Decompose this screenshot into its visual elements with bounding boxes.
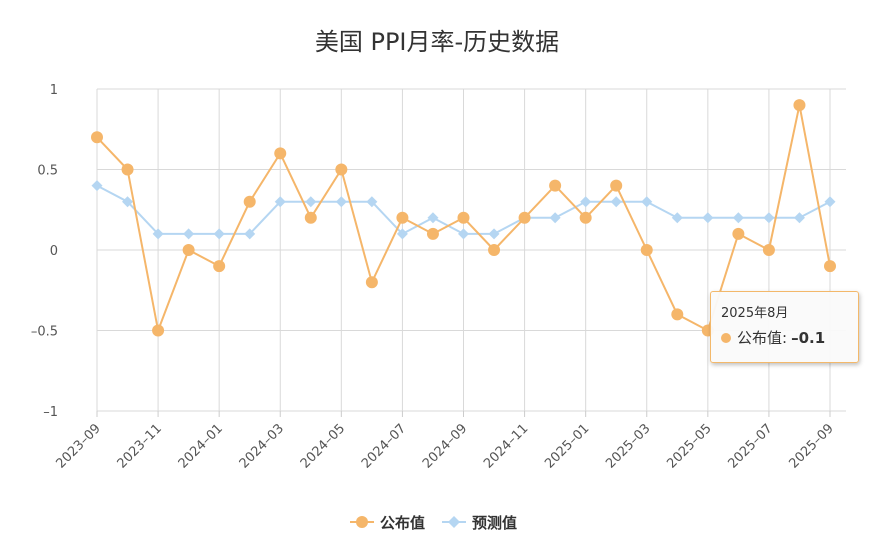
data-point: [762, 244, 775, 256]
tooltip: 2025年8月 公布值: –0.1: [710, 291, 859, 363]
y-tick-label: 0.5: [37, 164, 58, 179]
data-point: [182, 244, 195, 256]
x-tick-label: 2024–01: [176, 421, 226, 471]
data-point: [732, 212, 744, 224]
data-point: [122, 196, 134, 208]
legend-marker: [448, 516, 460, 528]
x-tick-label: 2025–03: [603, 421, 653, 471]
x-tick-label: 2024–07: [359, 421, 409, 471]
y-tick-label: 1: [50, 83, 58, 98]
legend-label: 预测值: [472, 514, 517, 532]
data-point: [610, 196, 622, 208]
data-point: [91, 131, 103, 144]
x-tick-label: 2024–03: [237, 421, 287, 471]
data-point: [793, 99, 806, 112]
x-tick-label: 2025–05: [664, 421, 714, 471]
data-point: [579, 211, 592, 224]
x-tick-label: 2023–11: [115, 421, 165, 471]
data-point: [640, 244, 653, 256]
data-point: [824, 260, 836, 273]
data-point: [396, 211, 409, 224]
data-point: [305, 196, 317, 208]
data-point: [458, 228, 469, 240]
data-point: [396, 228, 408, 240]
data-point: [152, 324, 165, 337]
x-tick-label: 2025–09: [787, 421, 837, 471]
data-point: [793, 212, 805, 224]
tooltip-marker-icon: [721, 332, 731, 343]
data-point: [763, 212, 775, 224]
data-point: [518, 211, 531, 224]
data-point: [641, 196, 653, 208]
plot-area: [91, 99, 836, 337]
x-tick-label: 2025–01: [542, 421, 592, 471]
chart-title: 美国 PPI月率-历史数据: [315, 28, 559, 56]
legend: 公布值 预测值: [350, 514, 517, 532]
data-point: [274, 147, 287, 160]
data-point: [488, 244, 501, 256]
data-point: [274, 196, 286, 208]
tooltip-title: 2025年8月: [721, 306, 789, 321]
data-point: [549, 212, 561, 224]
data-point: [549, 179, 562, 192]
data-point: [244, 228, 256, 240]
data-point: [702, 212, 714, 224]
x-tick-label: 2025–07: [725, 421, 775, 471]
data-point: [580, 196, 592, 208]
data-point: [121, 163, 134, 176]
x-tick-label: 2024–05: [298, 421, 348, 471]
tooltip-series-label: 公布值:: [737, 329, 788, 347]
legend-label: 公布值: [380, 514, 425, 532]
y-tick-label: –1: [43, 405, 58, 420]
data-point: [213, 260, 226, 273]
data-point: [488, 228, 500, 240]
legend-marker: [356, 516, 368, 528]
data-point: [365, 276, 378, 289]
data-point: [457, 211, 470, 224]
data-point: [335, 196, 347, 208]
data-point: [366, 196, 378, 208]
data-point: [824, 196, 836, 208]
data-point: [671, 308, 684, 321]
y-tick-label: –0.5: [31, 325, 58, 340]
data-point: [427, 212, 439, 224]
data-point: [91, 180, 103, 192]
data-point: [183, 228, 195, 240]
data-point: [426, 227, 439, 240]
data-point: [243, 195, 256, 208]
data-point: [671, 212, 683, 224]
x-tick-label: 2024–11: [481, 421, 531, 471]
data-point: [335, 163, 348, 176]
data-point: [304, 211, 317, 224]
tooltip-row: 公布值: –0.1: [721, 327, 848, 348]
x-tick-label: 2023–09: [54, 421, 104, 471]
y-tick-label: 0: [50, 244, 58, 259]
x-tick-label: 2024–09: [420, 421, 470, 471]
data-point: [610, 179, 623, 192]
data-point: [213, 228, 225, 240]
data-point: [732, 227, 745, 240]
tooltip-value: –0.1: [791, 328, 826, 347]
data-point: [152, 228, 164, 240]
